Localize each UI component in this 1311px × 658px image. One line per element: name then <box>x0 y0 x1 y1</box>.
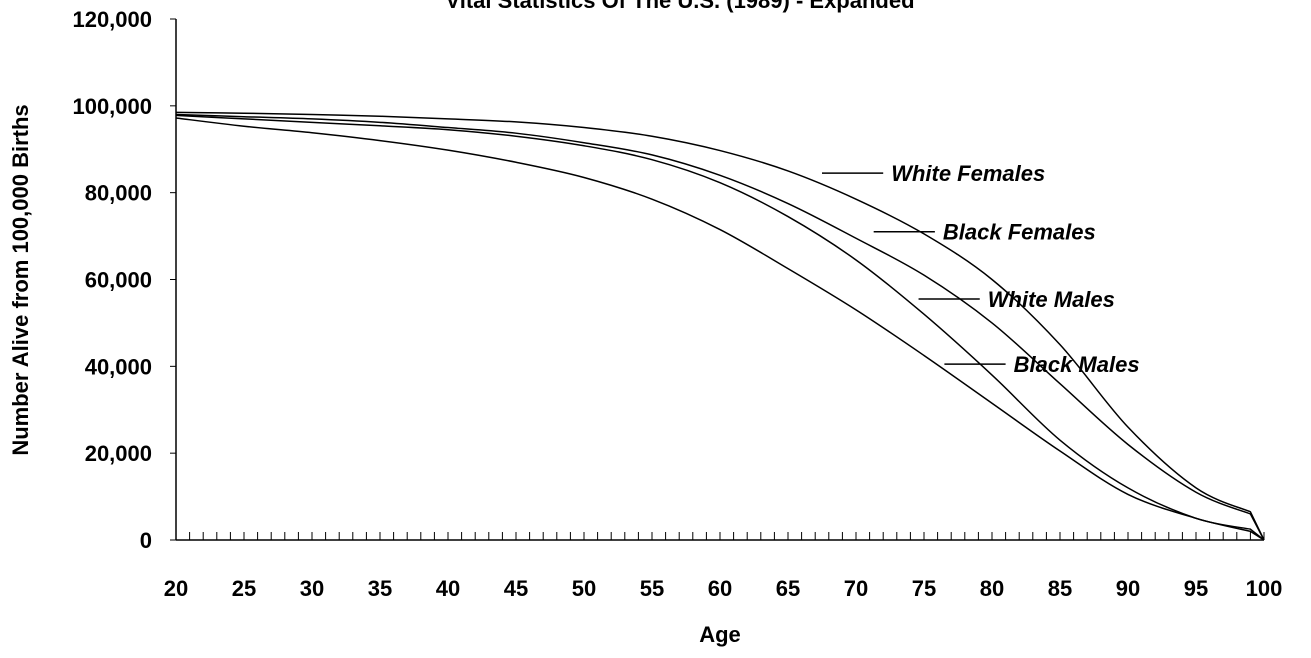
series-line-white-females <box>175 111 1265 541</box>
series-label-white-males: White Males <box>988 287 1115 312</box>
series-label-white-females: White Females <box>891 161 1045 186</box>
x-tick-label: 35 <box>368 576 392 601</box>
x-tick-label: 100 <box>1246 576 1283 601</box>
x-tick-label: 95 <box>1184 576 1208 601</box>
y-axis-ticks: 0 20,000 40,000 60,000 80,000 100,000 120,000 <box>72 7 176 553</box>
series-line-black-females <box>175 113 1265 541</box>
y-tick-label: 80,000 <box>85 181 152 206</box>
series-line-black-males <box>175 117 1265 541</box>
y-tick-label: 120,000 <box>72 7 152 32</box>
x-tick-label: 25 <box>232 576 256 601</box>
y-tick-label: 60,000 <box>85 268 152 293</box>
x-tick-label: 65 <box>776 576 800 601</box>
x-tick-label: 85 <box>1048 576 1072 601</box>
x-tick-label: 90 <box>1116 576 1140 601</box>
x-axis-title: Age <box>699 622 741 647</box>
series-label-black-males: Black Males <box>1014 352 1140 377</box>
x-tick-label: 75 <box>912 576 936 601</box>
series-line-white-males <box>175 114 1265 541</box>
x-tick-label: 70 <box>844 576 868 601</box>
y-tick-label: 100,000 <box>72 94 152 119</box>
series-label-black-females: Black Females <box>943 220 1096 245</box>
x-tick-label: 55 <box>640 576 664 601</box>
x-tick-label: 60 <box>708 576 732 601</box>
x-tick-label: 50 <box>572 576 596 601</box>
x-tick-label: 30 <box>300 576 324 601</box>
y-axis-title: Number Alive from 100,000 Births <box>8 104 33 455</box>
x-axis-ticks: 20 25 30 35 40 45 50 55 60 65 70 75 80 85 90 95 100 <box>164 532 1283 601</box>
series-lines <box>175 111 1265 541</box>
x-tick-label: 45 <box>504 576 528 601</box>
y-tick-label: 0 <box>140 528 152 553</box>
series-labels: White Females Black Females White Males Bla… <box>822 161 1140 377</box>
chart-title: Vital Statistics Of The U.S. (1989) - Ex… <box>445 0 914 13</box>
x-tick-label: 80 <box>980 576 1004 601</box>
y-tick-label: 40,000 <box>85 354 152 379</box>
x-tick-label: 40 <box>436 576 460 601</box>
x-tick-label: 20 <box>164 576 188 601</box>
y-tick-label: 20,000 <box>85 441 152 466</box>
